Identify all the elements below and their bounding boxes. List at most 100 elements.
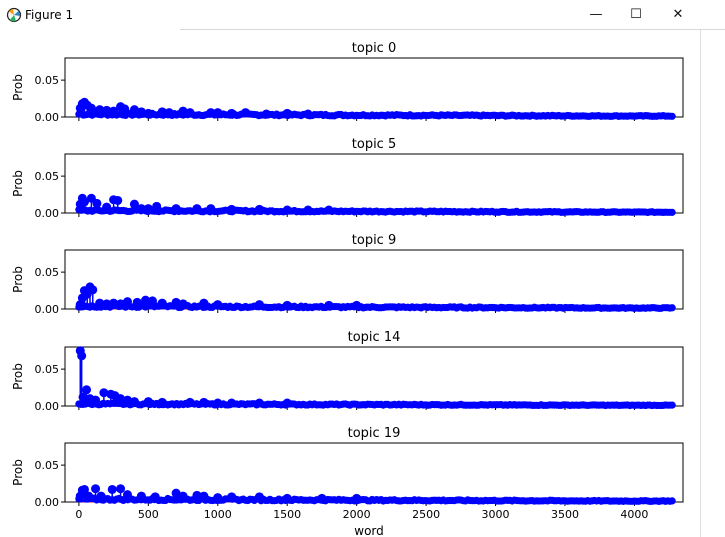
- stem-marker: [91, 484, 101, 494]
- stem-marker: [227, 204, 237, 214]
- stem-marker: [109, 298, 119, 308]
- subplot-frame: [64, 346, 684, 407]
- stem-marker: [282, 205, 292, 215]
- y-axis-label: Prob: [11, 74, 25, 101]
- matplotlib-figure-icon: [6, 7, 22, 23]
- x-tick-label: 1000: [204, 508, 232, 521]
- subplot-frame: [64, 57, 684, 118]
- stem-marker: [282, 493, 292, 503]
- subplot-title: topic 9: [352, 233, 396, 248]
- y-tick-label: 0.05: [35, 363, 60, 376]
- y-tick-label: 0.05: [35, 459, 60, 472]
- stem-marker: [99, 388, 109, 398]
- stem-marker: [96, 491, 106, 501]
- y-tick-label: 0.00: [35, 400, 60, 413]
- stem-marker: [324, 205, 334, 215]
- stem-marker: [143, 204, 153, 214]
- stem-marker: [122, 297, 132, 307]
- stem-marker: [185, 397, 195, 407]
- stem-marker: [150, 492, 160, 502]
- stem-marker: [317, 493, 327, 503]
- stem-marker: [254, 398, 264, 408]
- maximize-button[interactable]: ☐: [630, 7, 642, 22]
- stem-marker: [79, 484, 89, 494]
- stem-marker: [82, 385, 92, 395]
- stem-marker: [324, 300, 334, 310]
- y-tick-label: 0.05: [35, 266, 60, 279]
- stem-marker: [261, 109, 271, 119]
- stem-marker: [113, 195, 123, 205]
- stem-marker: [78, 392, 88, 402]
- stem-marker: [132, 297, 142, 307]
- titlebar-divider: [180, 29, 725, 30]
- stem-marker: [136, 204, 146, 214]
- stem-marker: [178, 491, 188, 501]
- y-axis-label: Prob: [11, 459, 25, 486]
- stem-marker: [178, 106, 188, 116]
- stem-marker: [171, 297, 181, 307]
- stem-marker: [129, 397, 139, 407]
- stem-marker: [352, 300, 362, 310]
- stem-marker: [86, 103, 96, 113]
- stem-marker: [116, 394, 126, 404]
- window-edge: [700, 30, 701, 537]
- stem-marker: [122, 490, 132, 500]
- stem-marker: [668, 401, 676, 409]
- stem-marker: [178, 299, 188, 309]
- stem-marker: [129, 199, 139, 209]
- stem-marker: [213, 108, 223, 118]
- stem-marker: [668, 112, 676, 120]
- stem-marker: [227, 398, 237, 408]
- stem-marker: [95, 105, 105, 115]
- x-tick-label: 1500: [273, 508, 301, 521]
- stem-marker: [227, 492, 237, 502]
- stem-marker: [213, 398, 223, 408]
- subplot-title: topic 0: [352, 41, 396, 56]
- stem-marker: [157, 107, 167, 117]
- stem-marker: [77, 351, 87, 361]
- y-tick-label: 0.00: [35, 303, 60, 316]
- stem-marker: [282, 300, 292, 310]
- stem-marker: [241, 108, 251, 118]
- stem-marker: [192, 204, 202, 214]
- stem-marker: [171, 204, 181, 214]
- stem-marker: [116, 299, 126, 309]
- stem-marker: [254, 300, 264, 310]
- minimize-button[interactable]: —: [589, 7, 603, 22]
- stem-marker: [143, 108, 153, 118]
- stem-marker: [141, 295, 151, 305]
- stem-marker: [282, 398, 292, 408]
- y-tick-label: 0.05: [35, 170, 60, 183]
- stem-marker: [199, 397, 209, 407]
- y-tick-label: 0.00: [35, 207, 60, 220]
- y-axis-label: Prob: [11, 363, 25, 390]
- y-axis-label: Prob: [11, 170, 25, 197]
- stem-marker: [120, 104, 130, 114]
- stem-marker: [192, 490, 202, 500]
- stem-marker: [668, 304, 676, 312]
- x-tick-label: 4000: [620, 508, 648, 521]
- window-titlebar: Figure 1 — ☐ ✕: [0, 0, 725, 30]
- x-tick-label: 0: [75, 508, 82, 521]
- stem-marker: [102, 299, 112, 309]
- y-axis-label: Prob: [11, 266, 25, 293]
- x-axis-label: word: [354, 524, 384, 537]
- y-tick-label: 0.00: [35, 111, 60, 124]
- stem-marker: [109, 106, 119, 116]
- close-button[interactable]: ✕: [672, 7, 684, 22]
- x-tick-label: 3500: [551, 508, 579, 521]
- stem-marker: [185, 108, 195, 118]
- x-tick-label: 2500: [412, 508, 440, 521]
- stem-marker: [143, 397, 153, 407]
- stem-marker: [254, 492, 264, 502]
- stem-marker: [95, 298, 105, 308]
- figure-canvas: topic 0 Prob 0.00 0.05 topic 5 Prob 0.00 0.05 to…: [11, 41, 684, 537]
- x-tick-label: 3000: [482, 508, 510, 521]
- stem-marker: [206, 204, 216, 214]
- stem-marker: [157, 298, 167, 308]
- subplot-title: topic 14: [348, 330, 401, 345]
- stem-marker: [136, 491, 146, 501]
- subplot-title: topic 19: [348, 426, 401, 441]
- stem-marker: [129, 105, 139, 115]
- stem-marker: [152, 201, 162, 211]
